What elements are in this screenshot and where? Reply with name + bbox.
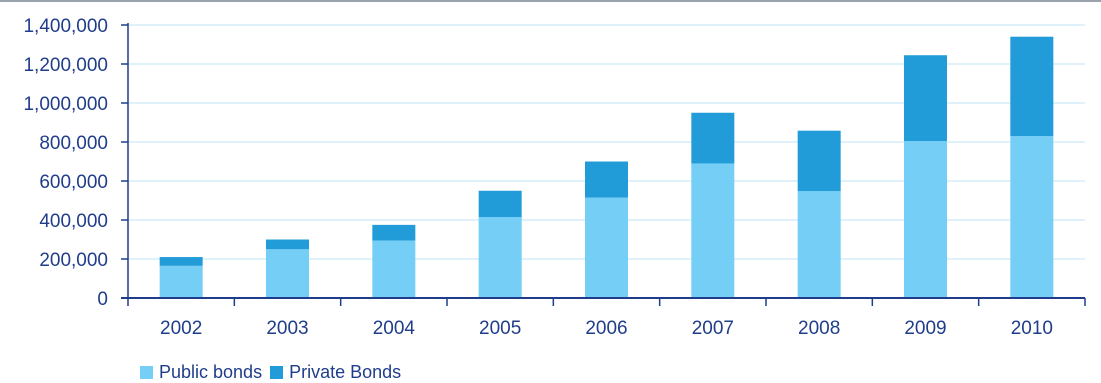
bar-private-bonds-2004 [372, 224, 416, 241]
y-tick-labels: 0 200,000 400,000 600,000 800,000 1,000,000 1,… [23, 16, 108, 310]
x-tick-label: 2003 [266, 318, 308, 339]
bar-private-bonds-2007 [691, 112, 735, 164]
y-tick-label: 1,200,000 [23, 55, 108, 76]
x-tick-label: 2002 [160, 318, 202, 339]
legend-label-public-bonds: Public bonds [159, 362, 263, 382]
bar-private-bonds-2010 [1010, 36, 1054, 137]
bar-private-bonds-2009 [904, 55, 947, 142]
legend-swatch-private-bonds [270, 366, 284, 379]
y-tick-label: 800,000 [39, 133, 108, 154]
x-tick-label: 2005 [479, 318, 521, 339]
x-tick-labels: 2002 2003 2004 2005 2006 2007 2008 2009 2010 [160, 318, 1053, 339]
bars [159, 36, 1054, 298]
legend: Public bonds Private Bonds [140, 362, 409, 383]
y-tick-label: 400,000 [39, 211, 108, 232]
legend-item-public-bonds: Public bonds [140, 362, 262, 383]
bar-public-bonds-2010 [1010, 136, 1054, 298]
y-tick-label: 200,000 [39, 250, 108, 271]
legend-item-private-bonds: Private Bonds [270, 362, 401, 383]
bar-public-bonds-2002 [159, 265, 203, 298]
x-tick-label: 2004 [373, 318, 416, 339]
bar-public-bonds-2006 [585, 197, 628, 298]
bar-public-bonds-2007 [691, 163, 735, 298]
bar-private-bonds-2002 [159, 257, 203, 266]
y-tick-label: 1,000,000 [23, 94, 108, 115]
bar-public-bonds-2004 [372, 240, 416, 298]
y-tick-label: 0 [97, 289, 108, 310]
bar-private-bonds-2006 [585, 161, 628, 198]
axes [121, 23, 1086, 306]
bar-public-bonds-2003 [266, 249, 309, 298]
legend-label-private-bonds: Private Bonds [289, 362, 402, 382]
x-tick-label: 2006 [585, 318, 627, 339]
bar-private-bonds-2003 [266, 239, 309, 250]
bar-public-bonds-2005 [478, 217, 522, 298]
bar-public-bonds-2009 [904, 141, 947, 298]
legend-swatch-public-bonds [140, 366, 153, 379]
bar-private-bonds-2008 [797, 130, 841, 192]
bar-public-bonds-2008 [797, 191, 841, 298]
x-tick-label: 2007 [692, 318, 734, 339]
x-tick-label: 2008 [798, 318, 840, 339]
y-tick-label: 1,400,000 [23, 16, 108, 37]
x-tick-label: 2010 [1011, 318, 1053, 339]
y-tick-label: 600,000 [39, 172, 108, 193]
x-tick-label: 2009 [904, 318, 946, 339]
bar-private-bonds-2005 [478, 190, 522, 218]
